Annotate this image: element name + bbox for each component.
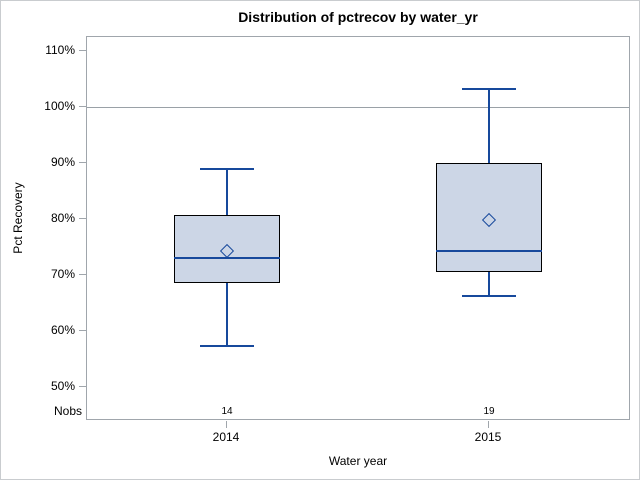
- y-tick-mark: [79, 218, 86, 219]
- lower-whisker-cap: [200, 345, 254, 347]
- y-tick-mark: [79, 330, 86, 331]
- x-axis-title: Water year: [328, 454, 388, 468]
- upper-whisker-cap: [200, 168, 254, 170]
- x-tick-label: 2014: [212, 430, 240, 444]
- median-line: [436, 250, 542, 252]
- y-tick-mark: [79, 386, 86, 387]
- reference-line: [87, 107, 629, 108]
- iqr-box: [174, 215, 280, 283]
- x-tick-mark: [226, 421, 227, 428]
- lower-whisker: [226, 283, 228, 346]
- x-tick-mark: [488, 421, 489, 428]
- iqr-box: [436, 163, 542, 272]
- y-tick-mark: [79, 106, 86, 107]
- y-axis-title: Pct Recovery: [11, 182, 25, 254]
- y-tick-mark: [79, 162, 86, 163]
- nobs-value: 19: [483, 406, 495, 417]
- y-tick-label: 50%: [50, 379, 75, 393]
- plot-area: 14 19: [86, 36, 630, 420]
- y-tick-label: 80%: [50, 211, 75, 225]
- nobs-row-label: Nobs: [53, 404, 82, 418]
- y-tick-label: 70%: [50, 267, 75, 281]
- y-tick-label: 90%: [50, 155, 75, 169]
- upper-whisker-cap: [462, 88, 516, 90]
- x-tick-label: 2015: [474, 430, 502, 444]
- lower-whisker: [488, 272, 490, 296]
- upper-whisker: [488, 89, 490, 163]
- y-tick-label: 60%: [50, 323, 75, 337]
- y-tick-mark: [79, 274, 86, 275]
- upper-whisker: [226, 169, 228, 215]
- chart-title: Distribution of pctrecov by water_yr: [238, 9, 478, 25]
- median-line: [174, 257, 280, 259]
- nobs-value: 14: [221, 406, 233, 417]
- lower-whisker-cap: [462, 295, 516, 297]
- y-tick-label: 100%: [44, 99, 75, 113]
- y-tick-label: 110%: [45, 43, 75, 57]
- y-tick-mark: [79, 50, 86, 51]
